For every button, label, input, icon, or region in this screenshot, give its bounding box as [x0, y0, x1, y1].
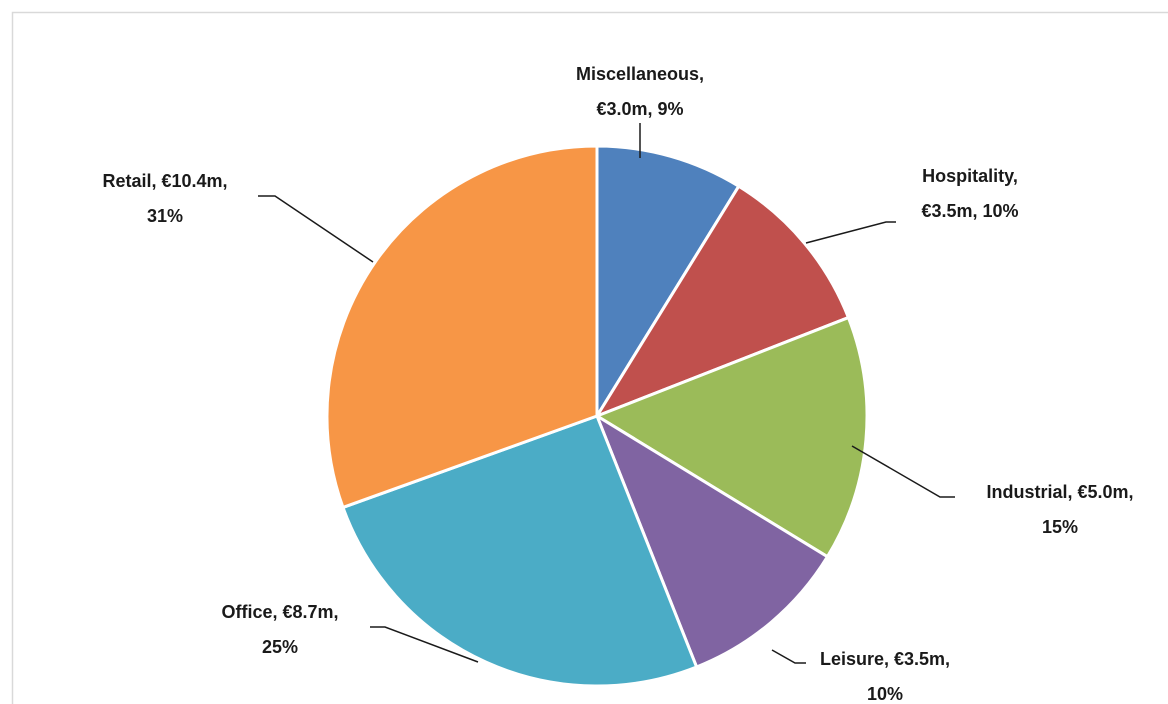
data-label: 15% — [1042, 517, 1078, 537]
data-label: Miscellaneous, — [576, 64, 704, 84]
data-label: Office, €8.7m, — [221, 602, 338, 622]
pie-slice — [325, 144, 599, 509]
data-labels: Miscellaneous, €3.0m, 9% Hospitality, €3.5m… — [102, 64, 1133, 704]
data-label: 31% — [147, 206, 183, 226]
leader-line — [805, 221, 896, 244]
pie-slice — [595, 184, 850, 418]
pie-slice — [595, 414, 829, 669]
data-label: Retail, €10.4m, — [102, 171, 227, 191]
data-label: Industrial, €5.0m, — [986, 482, 1133, 502]
leader-line — [851, 445, 955, 498]
data-label: €3.0m, 9% — [596, 99, 683, 119]
data-label: Hospitality, — [922, 166, 1018, 186]
pie-slice — [595, 144, 741, 418]
data-label: Leisure, €3.5m, — [820, 649, 950, 669]
leader-line — [370, 626, 479, 663]
pie-slice — [341, 414, 699, 688]
data-label: 25% — [262, 637, 298, 657]
data-label: 10% — [867, 684, 903, 704]
pie — [325, 144, 869, 688]
leader-lines — [258, 123, 955, 664]
leader-line — [258, 195, 374, 263]
leader-line — [771, 649, 806, 664]
pie-slice — [595, 316, 869, 559]
data-label: €3.5m, 10% — [921, 201, 1018, 221]
